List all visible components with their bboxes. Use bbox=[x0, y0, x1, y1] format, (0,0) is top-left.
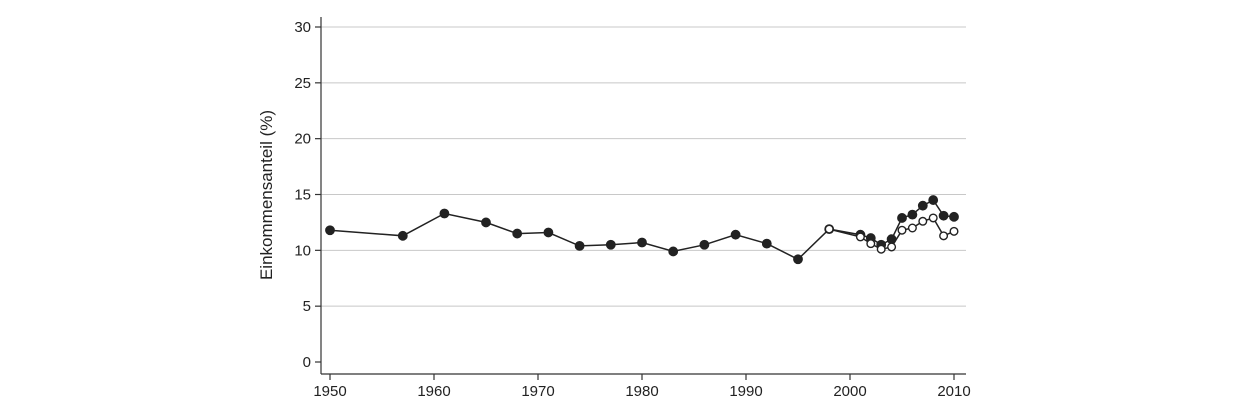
data-point bbox=[543, 227, 554, 238]
data-point bbox=[917, 200, 928, 211]
data-point bbox=[876, 244, 886, 254]
data-point bbox=[793, 254, 803, 265]
data-point bbox=[699, 239, 710, 250]
x-tick-label: 2010 bbox=[937, 383, 970, 400]
data-point bbox=[824, 224, 834, 234]
data-point bbox=[855, 232, 865, 242]
data-point bbox=[907, 223, 917, 233]
x-tick-label: 1980 bbox=[625, 383, 658, 400]
y-tick-label: 25 bbox=[294, 75, 311, 92]
y-axis-title: Einkommensanteil (%) bbox=[257, 110, 276, 280]
x-tick-label: 1960 bbox=[417, 383, 450, 400]
x-tick-label: 1950 bbox=[313, 383, 346, 400]
data-point bbox=[866, 239, 876, 249]
y-tick-label: 10 bbox=[294, 242, 311, 259]
data-point bbox=[907, 209, 918, 220]
y-tick-label: 30 bbox=[294, 19, 311, 36]
x-tick-label: 1990 bbox=[729, 383, 762, 400]
data-point bbox=[574, 240, 585, 251]
data-point bbox=[949, 211, 959, 222]
data-point bbox=[949, 226, 959, 236]
series-2 bbox=[824, 213, 959, 254]
data-point bbox=[938, 210, 949, 221]
data-point bbox=[668, 246, 679, 257]
data-point bbox=[897, 225, 907, 235]
data-point bbox=[325, 225, 335, 236]
data-point bbox=[928, 213, 938, 223]
data-point bbox=[637, 237, 647, 248]
data-point bbox=[887, 242, 897, 252]
y-tick-label: 15 bbox=[294, 187, 311, 204]
data-point bbox=[512, 228, 523, 239]
data-point bbox=[605, 239, 616, 250]
y-tick-label: 0 bbox=[303, 354, 311, 371]
y-tick-label: 20 bbox=[294, 131, 311, 148]
series-1 bbox=[325, 195, 959, 265]
data-point bbox=[897, 213, 907, 223]
grid-lines bbox=[321, 26, 966, 307]
x-tick-label: 2000 bbox=[833, 383, 866, 400]
tick-labels: 0 5 10 15 20 25 30 1950 1960 1970 1980 1990 2000 2010 bbox=[294, 19, 970, 400]
data-point bbox=[397, 230, 408, 241]
axes bbox=[315, 17, 966, 380]
y-tick-label: 5 bbox=[303, 298, 311, 315]
data-point bbox=[939, 231, 949, 241]
x-tick-label: 1970 bbox=[521, 383, 554, 400]
data-point bbox=[928, 195, 939, 205]
data-point bbox=[439, 208, 450, 219]
data-point bbox=[730, 229, 741, 240]
data-point bbox=[761, 238, 772, 249]
series-layer bbox=[325, 195, 959, 265]
data-point bbox=[481, 217, 491, 228]
data-point bbox=[918, 216, 928, 226]
